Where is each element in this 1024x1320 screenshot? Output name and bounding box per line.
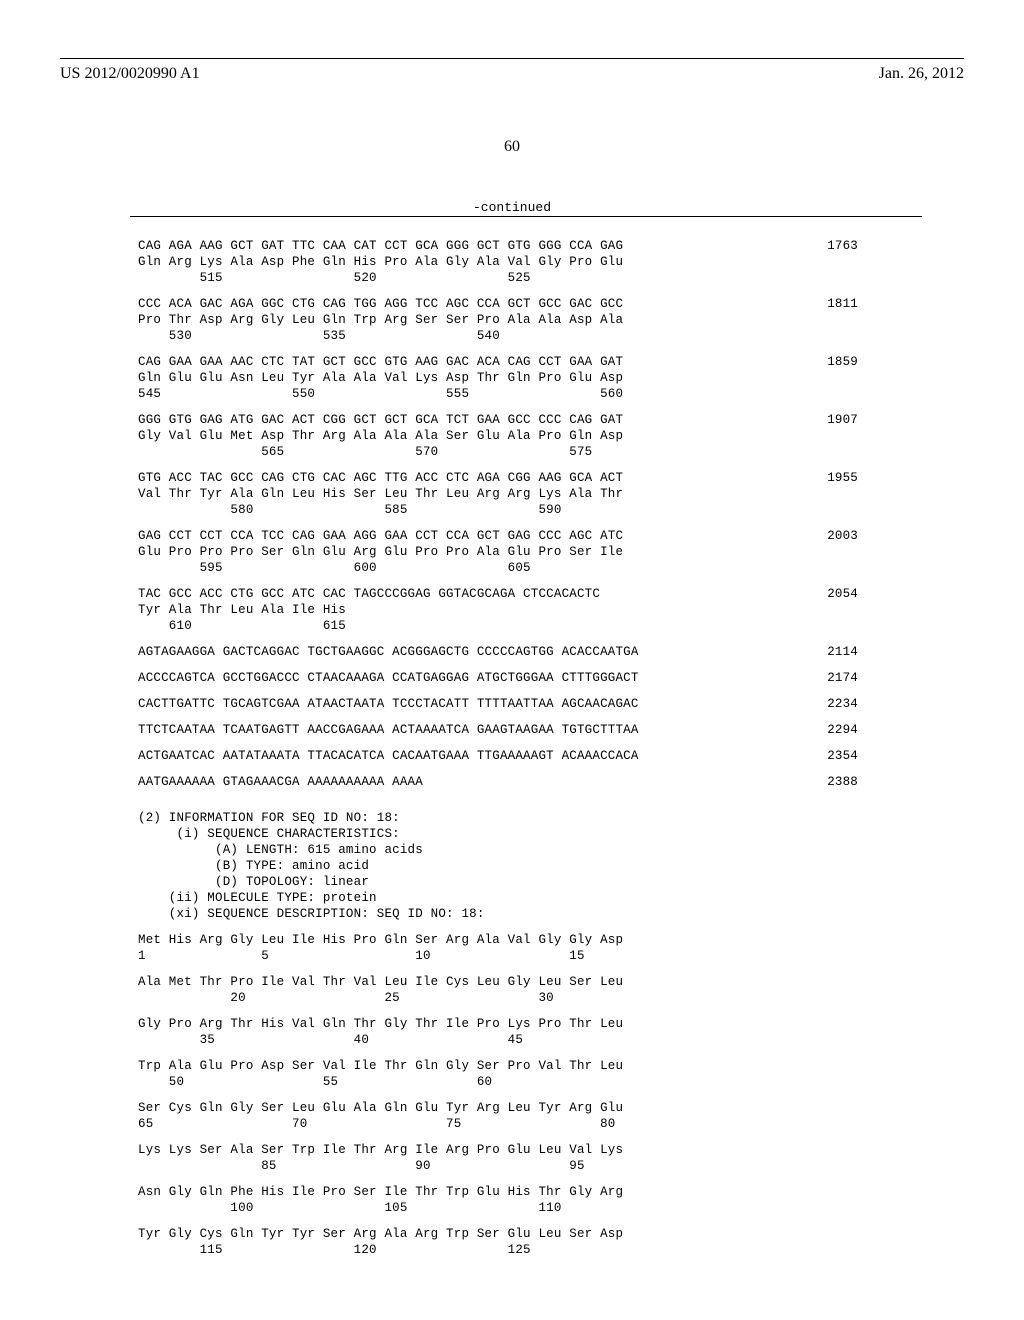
patent-date: Jan. 26, 2012 bbox=[879, 65, 964, 83]
continued-label: -continued bbox=[0, 200, 1024, 215]
sequence-listing: CAG AGA AAG GCT GAT TTC CAA CAT CCT GCA … bbox=[138, 238, 918, 1268]
patent-id: US 2012/0020990 A1 bbox=[60, 65, 200, 83]
header-rule bbox=[60, 58, 964, 59]
page-header: US 2012/0020990 A1 Jan. 26, 2012 bbox=[0, 58, 1024, 83]
sequence-rule bbox=[130, 216, 922, 217]
page-number: 60 bbox=[0, 138, 1024, 156]
